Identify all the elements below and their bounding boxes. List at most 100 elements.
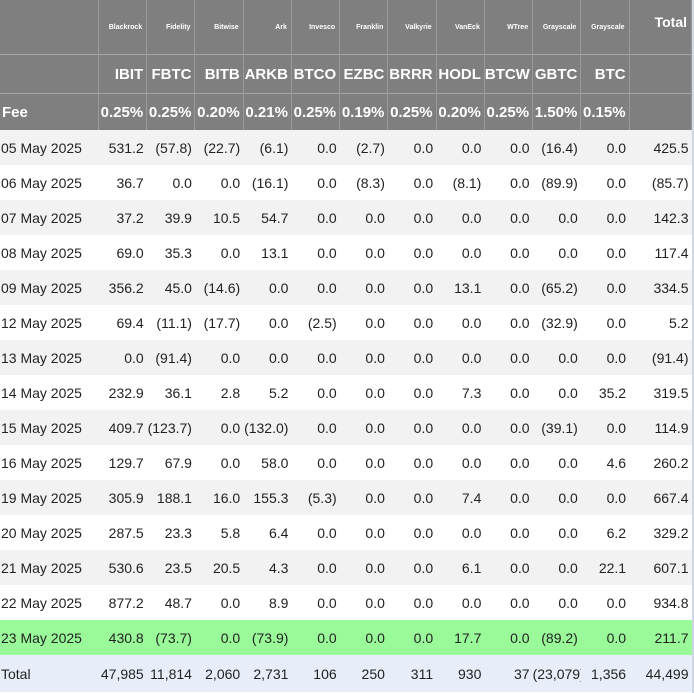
- flow-cell: 4.3: [243, 550, 292, 585]
- flow-cell: (8.3): [339, 165, 388, 200]
- table-row: 15 May 2025 409.7 (123.7) 0.0 (132.0) 0.0 0.0 0…: [0, 410, 692, 445]
- fee-value: 1.50%: [532, 93, 582, 130]
- flow-cell: 0.0: [291, 340, 340, 375]
- flow-cell: 0.0: [387, 480, 437, 515]
- flow-cell: (89.2): [532, 620, 581, 655]
- flow-cell: 0.0: [436, 515, 485, 550]
- flow-cell: 13.1: [436, 270, 485, 305]
- flow-cell: 7.4: [436, 480, 485, 515]
- table-row: 16 May 2025 129.7 67.9 0.0 58.0 0.0 0.0 0.0 0.0 0…: [0, 445, 692, 480]
- ticker-header: BTCO: [291, 54, 341, 94]
- flow-cell: 0.0: [484, 585, 533, 620]
- row-total: (85.7): [629, 165, 692, 200]
- flow-cell: 0.0: [532, 585, 581, 620]
- flow-cell: 2.8: [194, 375, 244, 410]
- flow-cell: 0.0: [484, 200, 533, 235]
- flow-cell: 0.0: [532, 375, 581, 410]
- flow-cell: 7.3: [436, 375, 485, 410]
- total-cell: 930: [436, 655, 485, 692]
- flow-cell: 0.0: [532, 445, 581, 480]
- flow-cell: 0.0: [436, 130, 485, 165]
- fee-value: 0.25%: [387, 93, 437, 130]
- fee-value: 0.21%: [243, 93, 292, 130]
- provider-name: VanEck: [436, 0, 485, 55]
- flow-cell: 0.0: [339, 480, 388, 515]
- row-total: 211.7: [629, 620, 692, 655]
- flow-cell: 0.0: [484, 410, 533, 445]
- flow-cell: 0.0: [580, 270, 630, 305]
- row-total: 319.5: [629, 375, 692, 410]
- flow-cell: 0.0: [580, 165, 630, 200]
- flow-cell: 0.0: [291, 165, 340, 200]
- table-row: 20 May 2025 287.5 23.3 5.8 6.4 0.0 0.0 0.0 0.0 0.…: [0, 515, 692, 550]
- flow-cell: 4.6: [580, 445, 630, 480]
- provider-name: Fidelity: [146, 0, 196, 55]
- flow-cell: 0.0: [436, 585, 485, 620]
- total-cell: 1,356: [580, 655, 630, 692]
- flow-cell: 0.0: [291, 270, 340, 305]
- flow-cell: (39.1): [532, 410, 581, 445]
- row-date: 16 May 2025: [0, 445, 99, 480]
- flow-cell: 0.0: [436, 340, 485, 375]
- flow-cell: 37.2: [98, 200, 147, 235]
- flow-cell: (16.4): [532, 130, 581, 165]
- flow-cell: 430.8: [98, 620, 147, 655]
- flow-cell: 0.0: [339, 235, 388, 270]
- flow-cell: 23.5: [146, 550, 195, 585]
- flow-cell: 0.0: [532, 235, 581, 270]
- row-total: 114.9: [629, 410, 692, 445]
- table-row: 09 May 2025 356.2 45.0 (14.6) 0.0 0.0 0.0 0.0 13…: [0, 270, 692, 305]
- flow-cell: (16.1): [243, 165, 292, 200]
- flow-cell: 0.0: [387, 200, 437, 235]
- flow-cell: 16.0: [194, 480, 244, 515]
- fee-value: 0.20%: [194, 93, 244, 130]
- flow-cell: 22.1: [580, 550, 630, 585]
- flow-cell: 0.0: [339, 445, 388, 480]
- flow-cell: 0.0: [387, 375, 437, 410]
- flow-cell: 0.0: [387, 550, 437, 585]
- total-cell: 106: [291, 655, 340, 692]
- grand-total: 44,499: [629, 655, 692, 692]
- total-cell: 250: [339, 655, 388, 692]
- flow-cell: 0.0: [291, 375, 340, 410]
- table-row: 07 May 2025 37.2 39.9 10.5 54.7 0.0 0.0 0.0 0.0 0…: [0, 200, 692, 235]
- row-total: 5.2: [629, 305, 692, 340]
- flow-cell: 0.0: [291, 550, 340, 585]
- total-column-header: Total: [629, 0, 693, 55]
- flow-cell: 0.0: [484, 515, 533, 550]
- flow-cell: 0.0: [387, 340, 437, 375]
- row-total: 260.2: [629, 445, 692, 480]
- flow-cell: 48.7: [146, 585, 195, 620]
- provider-name: Grayscale: [580, 0, 630, 55]
- total-cell: (23,079): [532, 655, 581, 692]
- flow-cell: 36.7: [98, 165, 147, 200]
- flow-cell: 0.0: [436, 200, 485, 235]
- flow-cell: 356.2: [98, 270, 147, 305]
- flow-cell: 69.4: [98, 305, 147, 340]
- ticker-header: HODL: [436, 54, 485, 94]
- flow-cell: (91.4): [146, 340, 195, 375]
- flow-cell: (5.3): [291, 480, 340, 515]
- flow-cell: (73.7): [146, 620, 195, 655]
- flow-cell: 0.0: [484, 480, 533, 515]
- provider-name: Invesco: [291, 0, 341, 55]
- flow-cell: 0.0: [339, 340, 388, 375]
- flow-cell: 36.1: [146, 375, 195, 410]
- flow-cell: 13.1: [243, 235, 292, 270]
- flow-cell: (123.7): [146, 410, 195, 445]
- table-row: 19 May 2025 305.9 188.1 16.0 155.3 (5.3) 0.0 0.…: [0, 480, 692, 515]
- row-date: 22 May 2025: [0, 585, 99, 620]
- fee-label: Fee: [0, 93, 99, 130]
- flow-cell: 0.0: [291, 200, 340, 235]
- flow-cell: 0.0: [532, 340, 581, 375]
- flow-cell: 287.5: [98, 515, 147, 550]
- flow-cell: 409.7: [98, 410, 147, 445]
- flow-cell: 0.0: [146, 165, 195, 200]
- flow-cell: 0.0: [387, 410, 437, 445]
- right-edge-border: [692, 0, 694, 693]
- flow-cell: 0.0: [532, 200, 581, 235]
- table-row: 23 May 2025 430.8 (73.7) 0.0 (73.9) 0.0 0.0 0.0…: [0, 620, 692, 655]
- flow-cell: 0.0: [532, 515, 581, 550]
- flow-cell: 0.0: [291, 620, 340, 655]
